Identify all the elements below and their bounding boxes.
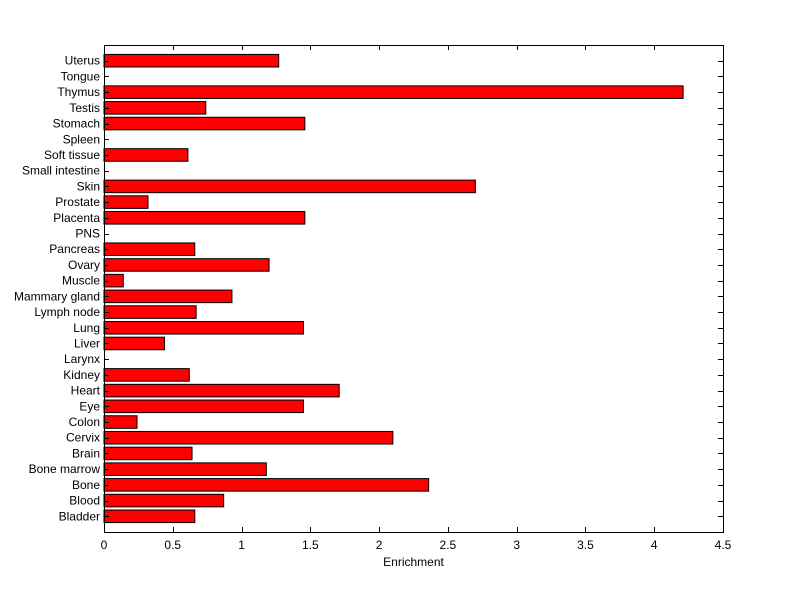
bar-soft-tissue: [103, 148, 189, 162]
x-tick-label: 1: [238, 538, 245, 552]
bar-liver: [103, 336, 166, 351]
x-tick-label: 3.5: [577, 538, 594, 552]
bar-skin: [103, 179, 476, 194]
y-tick-label: Lung: [73, 321, 100, 335]
y-tick-label: Bladder: [59, 509, 100, 523]
x-tick-label: 4: [651, 538, 658, 552]
y-tick-label: Eye: [79, 399, 100, 413]
y-tick-label: Colon: [69, 415, 100, 429]
y-tick-label: Liver: [74, 336, 100, 350]
y-tick-label: Mammary gland: [14, 289, 100, 303]
bar-uterus: [103, 53, 280, 68]
x-tick-label: 4.5: [715, 538, 732, 552]
bar-lung: [103, 320, 304, 335]
bar-kidney: [103, 368, 190, 382]
y-tick-label: Kidney: [63, 368, 100, 382]
y-tick-label: Brain: [72, 446, 100, 460]
bar-heart: [103, 383, 340, 398]
y-tick-label: Lymph node: [34, 305, 100, 319]
bar-bladder: [103, 509, 196, 524]
x-tick-label: 0: [101, 538, 108, 552]
y-tick-label: Muscle: [62, 274, 100, 288]
x-tick-label: 1.5: [302, 538, 319, 552]
x-tick-label: 3: [513, 538, 520, 552]
y-tick-label: Thymus: [57, 85, 100, 99]
y-tick-label: Skin: [77, 179, 100, 193]
bar-bone-marrow: [103, 462, 267, 476]
bar-thymus: [103, 85, 684, 99]
y-tick-label: Bone marrow: [29, 462, 101, 476]
y-tick-label: Ovary: [68, 258, 100, 272]
bars-group: [103, 53, 684, 524]
y-tick-label: Placenta: [53, 211, 100, 225]
x-tick-label: 2.5: [440, 538, 457, 552]
bar-mammary-gland: [103, 289, 233, 304]
bar-prostate: [103, 195, 149, 209]
bar-stomach: [103, 116, 306, 131]
plot-frame: [104, 45, 724, 533]
y-tick-label: Stomach: [53, 117, 100, 131]
y-tick-label: Pancreas: [49, 242, 100, 256]
x-tick-label: 0.5: [164, 538, 181, 552]
bar-blood: [103, 493, 225, 508]
bar-brain: [103, 446, 193, 461]
y-tick-label: Prostate: [55, 195, 100, 209]
y-tick-label: Spleen: [63, 132, 100, 146]
y-tick-label: PNS: [75, 227, 100, 241]
y-tick-label: Uterus: [65, 54, 100, 68]
ticks-group: [104, 45, 724, 532]
bar-placenta: [103, 211, 306, 225]
y-tick-label: Tongue: [61, 69, 101, 83]
y-tick-label: Larynx: [64, 352, 100, 366]
bar-eye: [103, 399, 304, 414]
y-tick-label: Blood: [69, 494, 100, 508]
bar-cervix: [103, 430, 394, 445]
y-tick-label: Small intestine: [22, 164, 100, 178]
bar-bone: [103, 478, 430, 492]
y-tick-label: Bone: [72, 478, 100, 492]
bar-ovary: [103, 258, 270, 272]
bar-muscle: [103, 273, 124, 288]
bar-testis: [103, 101, 207, 115]
x-axis-label: Enrichment: [383, 555, 444, 569]
bar-pancreas: [103, 242, 196, 257]
y-tick-label: Cervix: [66, 431, 100, 445]
y-tick-label: Heart: [71, 384, 101, 398]
y-tick-label: Soft tissue: [44, 148, 100, 162]
y-tick-label: Testis: [69, 101, 100, 115]
x-tick-label: 2: [376, 538, 383, 552]
bar-lymph-node: [103, 305, 197, 319]
